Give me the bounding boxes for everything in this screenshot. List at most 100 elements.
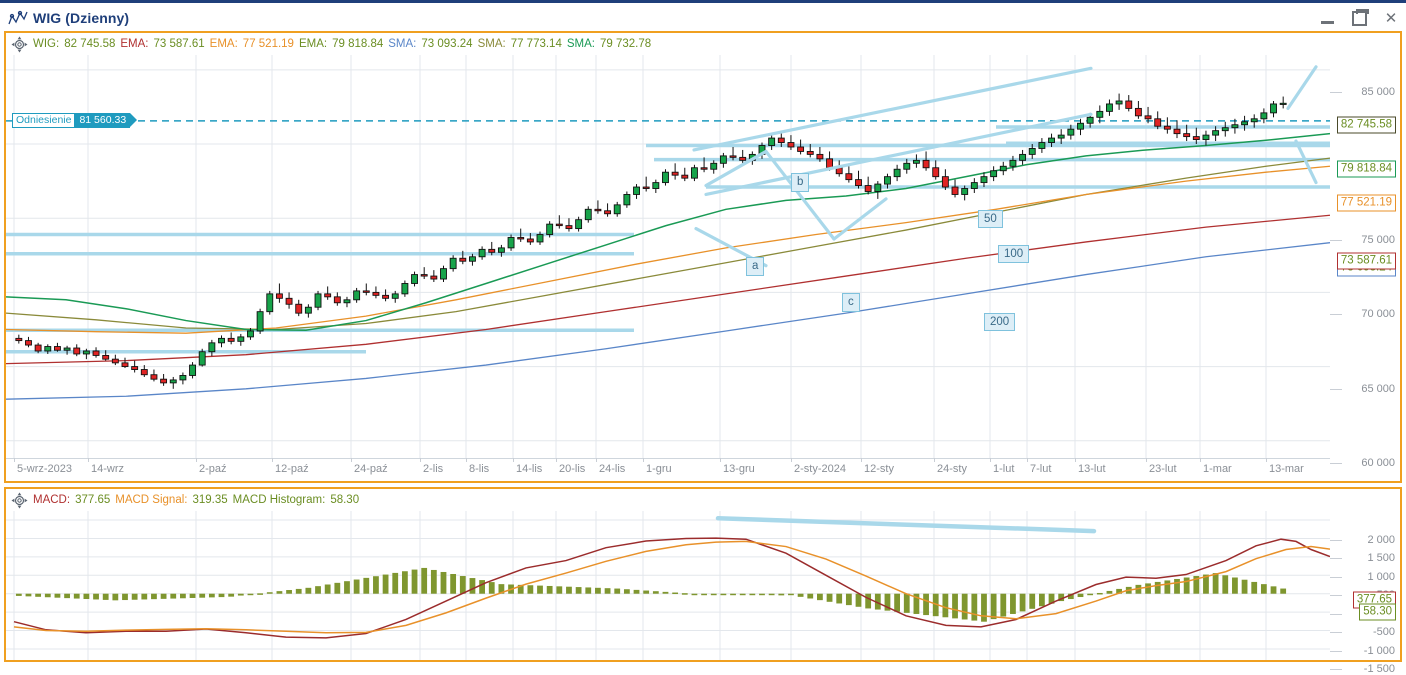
price-y-tick-mark [1330, 240, 1342, 242]
price-y-tick-mark [1330, 314, 1342, 316]
reference-value: 81 560.33 [75, 112, 131, 128]
macd-y-tick: -500 [1372, 626, 1395, 639]
legend-sma1-value: 73 093.24 [421, 38, 473, 50]
window-title-bar: WIG (Dzienny) ✕ [0, 0, 1406, 35]
price-x-tick: 14-lis [516, 463, 543, 475]
price-y-tick: 85 000 [1361, 85, 1395, 98]
price-x-tick-mark [643, 458, 644, 462]
macd-y-tick-mark [1330, 576, 1342, 578]
legend-wig-value: 82 745.58 [64, 38, 116, 50]
price-x-tick: 24-paź [354, 463, 388, 475]
macd-y-tick: 1 500 [1367, 552, 1395, 565]
price-flag[interactable]: 79 818.84 [1336, 160, 1396, 178]
macd-panel: MACD: 377.65 MACD Signal: 319.35 MACD Hi… [4, 487, 1402, 675]
price-x-tick-mark [720, 458, 721, 462]
price-y-tick-mark [1330, 91, 1342, 93]
price-x-tick-mark [1075, 458, 1076, 462]
legend-sma2-value: 77 773.14 [510, 38, 562, 50]
move-handle-icon[interactable] [11, 492, 28, 509]
legend-sma1-label: SMA: [388, 38, 417, 50]
chart-line-icon [8, 10, 28, 28]
price-x-tick-mark [861, 458, 862, 462]
price-x-tick-mark [272, 458, 273, 462]
price-x-tick: 2-paź [199, 463, 227, 475]
price-x-tick: 7-lut [1030, 463, 1052, 475]
legend-ema3-value: 79 818.84 [332, 38, 384, 50]
macd-legend: MACD: 377.65 MACD Signal: 319.35 MACD Hi… [6, 489, 1400, 511]
legend-ema2-label: EMA: [209, 38, 238, 50]
price-x-tick: 14-wrz [91, 463, 125, 475]
legend-ema1-value: 73 587.61 [153, 38, 205, 50]
ma-label-100[interactable]: 100 [998, 245, 1030, 263]
macd-label: MACD: [33, 494, 71, 506]
reference-label: Odniesienie [12, 112, 76, 128]
price-x-tick-mark [934, 458, 935, 462]
price-flag[interactable]: 77 521.19 [1336, 194, 1396, 212]
price-x-tick: 1-mar [1203, 463, 1232, 475]
price-x-tick: 2-sty-2024 [794, 463, 846, 475]
price-x-tick-mark [351, 458, 352, 462]
macd-y-tick-mark [1330, 613, 1342, 615]
price-x-tick: 12-paź [275, 463, 309, 475]
macd-y-tick-mark [1330, 650, 1342, 652]
price-y-tick-mark [1330, 388, 1342, 390]
ma-label-200[interactable]: 200 [984, 313, 1016, 331]
price-x-tick-mark [420, 458, 421, 462]
reference-tail-icon [130, 113, 138, 128]
minimize-icon[interactable] [1318, 9, 1336, 27]
wave-label-c[interactable]: c [842, 293, 860, 312]
price-x-tick-mark [88, 458, 89, 462]
legend-ema2-value: 77 521.19 [242, 38, 294, 50]
restore-icon[interactable] [1350, 8, 1369, 27]
price-y-tick: 65 000 [1361, 382, 1395, 395]
price-y-tick: 70 000 [1361, 308, 1395, 321]
legend-sma3-value: 79 732.78 [599, 38, 652, 50]
price-x-tick-mark [1146, 458, 1147, 462]
price-x-tick: 24-sty [937, 463, 967, 475]
price-x-tick: 13-gru [723, 463, 755, 475]
macd-y-tick-mark [1330, 595, 1342, 597]
macd-y-tick-mark [1330, 540, 1342, 542]
price-y-axis[interactable]: 85 000 75 000 70 000 65 000 60 000 82 745.58 7… [1330, 55, 1398, 469]
wave-label-b[interactable]: b [791, 173, 810, 192]
close-icon[interactable]: ✕ [1384, 10, 1398, 27]
reference-price-badge[interactable]: Odniesienie 81 560.33 [12, 112, 138, 128]
macd-flag[interactable]: 58.30 [1359, 603, 1396, 621]
wave-label-a[interactable]: a [746, 257, 765, 276]
price-x-tick: 1-lut [993, 463, 1015, 475]
price-x-axis[interactable]: 5-wrz-2023 14-wrz 2-paź 12-paź 24-paź 2-lis 8-… [6, 458, 1330, 481]
price-flag[interactable]: 82 745.58 [1336, 116, 1396, 134]
price-plot-area[interactable]: Odniesienie 81 560.33 50 100 200 a b c [6, 55, 1330, 459]
legend-ema3-label: EMA: [298, 38, 328, 50]
price-x-tick-mark [196, 458, 197, 462]
price-y-tick: 60 000 [1361, 456, 1395, 469]
price-x-tick-mark [1200, 458, 1201, 462]
move-handle-icon[interactable] [11, 36, 28, 53]
macd-plot-area[interactable] [6, 509, 1330, 660]
window-controls: ✕ [1318, 8, 1400, 27]
price-y-tick: 75 000 [1361, 234, 1395, 247]
price-y-tick-mark [1330, 462, 1342, 464]
price-flag[interactable]: 73 587.61 [1336, 252, 1396, 270]
macd-signal-label: MACD Signal: [115, 494, 188, 506]
price-x-tick: 2-lis [423, 463, 444, 475]
price-x-tick: 24-lis [599, 463, 626, 475]
macd-y-tick: -1 000 [1363, 644, 1395, 657]
price-x-tick-mark [513, 458, 514, 462]
macd-y-tick-mark [1330, 558, 1342, 560]
price-x-tick: 1-gru [646, 463, 672, 475]
legend-sma2-label: SMA: [477, 38, 506, 50]
legend-sma3-label: SMA: [566, 38, 595, 50]
macd-value: 377.65 [75, 494, 111, 506]
window-title: WIG (Dzienny) [33, 10, 130, 26]
ma-label-50[interactable]: 50 [978, 210, 1003, 228]
price-x-tick-mark [990, 458, 991, 462]
price-x-tick: 12-sty [864, 463, 894, 475]
price-chart-panel: WIG: 82 745.58 EMA: 73 587.61 EMA: 77 52… [4, 31, 1402, 483]
macd-histogram-value: 58.30 [330, 494, 360, 506]
price-candlestick-svg [6, 55, 1330, 459]
price-x-tick: 8-lis [469, 463, 490, 475]
price-x-tick: 13-lut [1078, 463, 1106, 475]
